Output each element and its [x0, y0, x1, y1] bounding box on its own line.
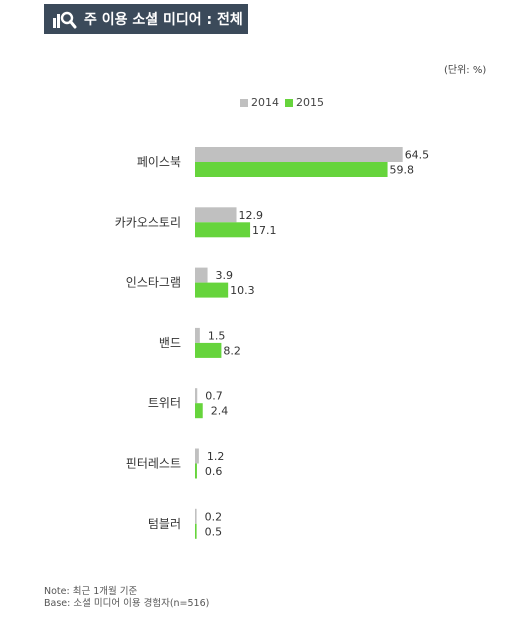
legend-item-2014: 2014: [240, 96, 279, 109]
legend-label-2015: 2015: [296, 96, 324, 109]
bar-2015-cat-3: [195, 342, 222, 358]
value-label-2014-cat-0: 64.5: [405, 149, 430, 162]
bar-2014-cat-3: [195, 327, 200, 343]
note-period: Note: 최근 1개월 기준: [44, 586, 138, 597]
category-label-cat-6: 텀블러: [148, 517, 181, 531]
bar-2014-cat-2: [195, 267, 208, 283]
value-label-2015-cat-1: 17.1: [252, 224, 277, 237]
chart-magnifier-icon: [53, 11, 77, 29]
category-label-cat-4: 트위터: [148, 396, 181, 410]
bar-2015-cat-2: [195, 282, 229, 298]
bar-2014-cat-0: [195, 147, 403, 162]
unit-label: (단위: %): [444, 65, 487, 76]
category-label-cat-3: 밴드: [159, 336, 181, 350]
value-label-2014-cat-1: 12.9: [239, 209, 264, 222]
bar-2014-cat-4: [195, 388, 198, 404]
legend-label-2014: 2014: [251, 96, 279, 109]
bar-2015-cat-6: [195, 523, 197, 539]
value-label-2015-cat-0: 59.8: [390, 164, 415, 177]
value-label-2014-cat-3: 1.5: [208, 329, 226, 342]
legend-swatch-2015: [285, 98, 293, 107]
value-label-2014-cat-4: 0.7: [205, 390, 223, 403]
bar-2014-cat-5: [195, 448, 199, 464]
chart-title-box: 주 이용 소셜 미디어 : 전체: [44, 4, 248, 34]
category-label-cat-0: 페이스북: [137, 155, 181, 169]
value-label-2014-cat-2: 3.9: [216, 269, 234, 282]
category-label-cat-1: 카카오스토리: [115, 215, 181, 229]
bar-2015-cat-1: [195, 222, 251, 238]
category-label-cat-5: 핀터레스트: [126, 457, 181, 471]
value-label-2015-cat-5: 0.6: [205, 465, 223, 478]
value-label-2014-cat-5: 1.2: [207, 450, 225, 463]
bar-2014-cat-1: [195, 207, 237, 223]
bar-2014-cat-6: [195, 508, 197, 524]
legend-item-2015: 2015: [285, 96, 324, 109]
value-label-2015-cat-6: 0.5: [205, 525, 223, 538]
category-label-cat-2: 인스타그램: [126, 276, 181, 290]
chart-title: 주 이용 소셜 미디어 : 전체: [84, 12, 243, 28]
value-label-2015-cat-4: 2.4: [211, 405, 229, 418]
legend: 2014 2015: [240, 96, 324, 109]
value-label-2014-cat-6: 0.2: [205, 510, 223, 523]
bar-2015-cat-4: [195, 403, 203, 419]
value-label-2015-cat-3: 8.2: [223, 344, 241, 357]
bar-2015-cat-5: [195, 463, 197, 479]
legend-swatch-2014: [240, 98, 248, 107]
note-base: Base: 소셜 미디어 이용 경험자(n=516): [44, 598, 210, 609]
chart-notes: Note: 최근 1개월 기준 Base: 소셜 미디어 이용 경험자(n=51…: [44, 586, 209, 610]
bar-2015-cat-0: [195, 162, 388, 177]
value-label-2015-cat-2: 10.3: [230, 284, 255, 297]
bar-chart: 페이스북 64.5 59.8 카카오스토리 12.9 17.1 인스타그램 3.9 10.3 밴드…: [115, 147, 430, 539]
